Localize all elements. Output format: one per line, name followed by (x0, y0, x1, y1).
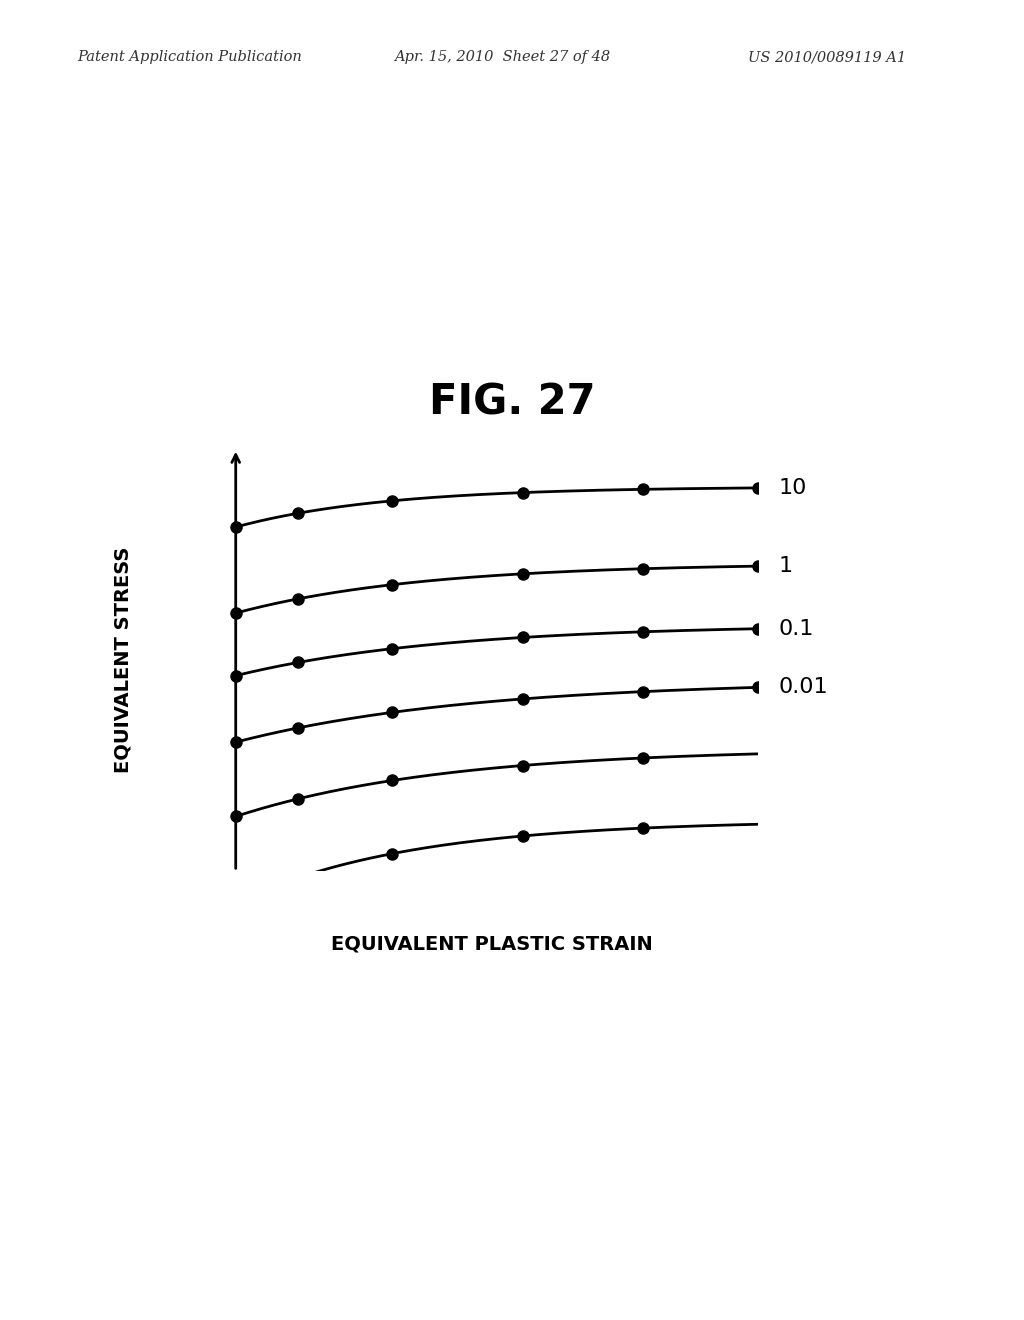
Text: Apr. 15, 2010  Sheet 27 of 48: Apr. 15, 2010 Sheet 27 of 48 (394, 50, 610, 65)
Text: FIG. 27: FIG. 27 (429, 381, 595, 424)
Text: 1: 1 (778, 556, 793, 576)
Text: 10: 10 (778, 478, 807, 498)
Text: 0.1: 0.1 (778, 619, 814, 639)
Text: EQUIVALENT PLASTIC STRAIN: EQUIVALENT PLASTIC STRAIN (331, 935, 652, 953)
Text: EQUIVALENT STRESS: EQUIVALENT STRESS (114, 546, 132, 774)
Text: Patent Application Publication: Patent Application Publication (77, 50, 301, 65)
Text: US 2010/0089119 A1: US 2010/0089119 A1 (748, 50, 905, 65)
Text: 0.01: 0.01 (778, 677, 828, 697)
